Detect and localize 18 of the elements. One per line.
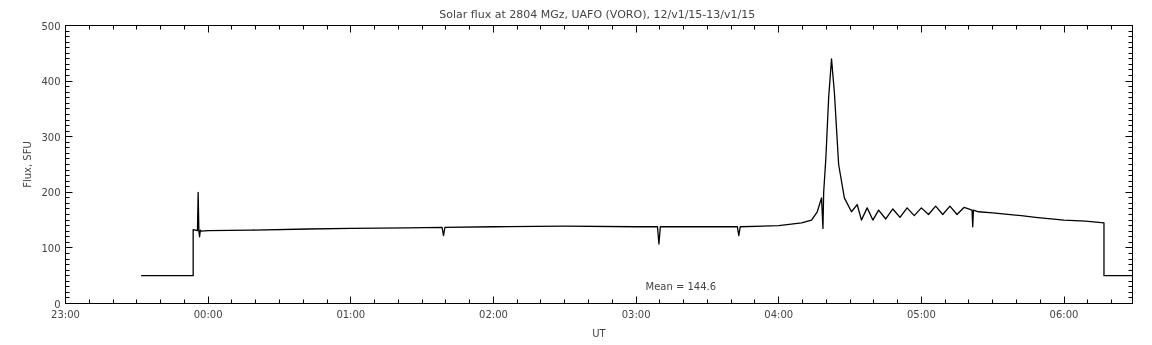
x-tick-label: 02:00 xyxy=(479,308,508,320)
annotation: Mean = 144.6 xyxy=(645,280,717,292)
x-axis-title: UT xyxy=(592,327,607,339)
y-axis-title: Flux, SFU xyxy=(22,141,34,188)
x-tick-label: 06:00 xyxy=(1049,308,1079,320)
x-tick-label: 03:00 xyxy=(621,308,651,320)
x-tick-label: 00:00 xyxy=(193,308,223,320)
y-tick-label: 300 xyxy=(41,131,61,143)
y-tick-label: 0 xyxy=(54,298,61,310)
y-tick-label: 200 xyxy=(41,187,61,199)
x-tick-label: 04:00 xyxy=(764,308,794,320)
y-tick-label: 400 xyxy=(41,76,61,88)
y-tick-label: 100 xyxy=(41,242,61,254)
x-tick-label: 23:00 xyxy=(51,308,80,320)
x-tick-label: 01:00 xyxy=(336,308,366,320)
x-tick-label: 05:00 xyxy=(906,308,936,320)
chart-title: Solar flux at 2804 MGz, UAFO (VORO), 12/v1/15-13/v1/15 xyxy=(439,7,756,21)
y-tick-label: 500 xyxy=(41,20,61,32)
